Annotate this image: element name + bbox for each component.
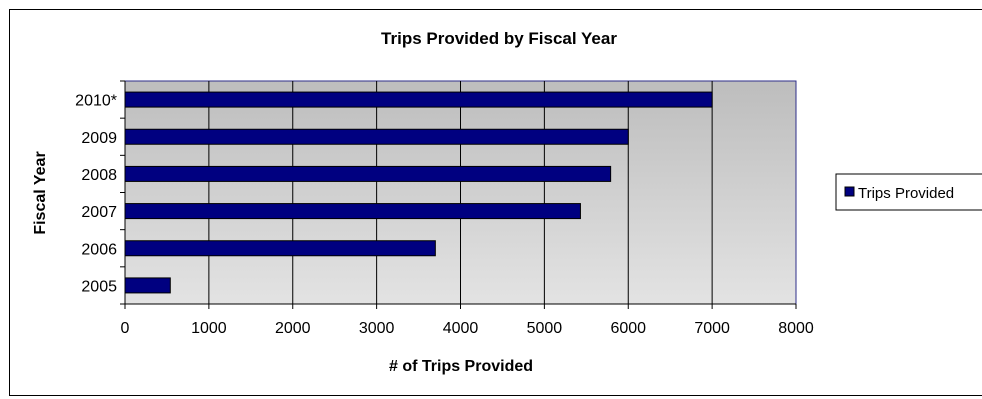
y-tick-label: 2009 (81, 130, 117, 147)
bar-2009 (124, 128, 629, 145)
y-tick-label: 2005 (81, 278, 117, 295)
x-tick-label: 5000 (527, 320, 563, 337)
x-tick-label: 6000 (610, 320, 646, 337)
x-tick-label: 4000 (443, 320, 479, 337)
gridlines (208, 81, 713, 304)
y-tick-label: 2006 (81, 241, 117, 258)
x-tick-label: 3000 (359, 320, 395, 337)
x-tick-label: 0 (121, 320, 130, 337)
legend-label: Trips Provided (858, 185, 954, 202)
x-axis-title: # of Trips Provided (389, 358, 533, 375)
bar-2010star (124, 91, 713, 108)
y-tick-label: 2007 (81, 204, 117, 221)
legend-box (835, 173, 982, 211)
bars (124, 91, 713, 294)
x-tick-label: 8000 (778, 320, 814, 337)
y-tick-label: 2008 (81, 167, 117, 184)
x-tick-label: 1000 (191, 320, 227, 337)
bar-2007 (124, 203, 581, 220)
bar-2006 (124, 240, 436, 257)
bar-2005 (124, 277, 171, 294)
bar-2008 (124, 165, 612, 182)
legend: Trips Provided (835, 173, 982, 211)
y-axis-title: Fiscal Year (32, 151, 49, 234)
legend-swatch (844, 186, 855, 197)
axes: 0 1000 2000 3000 4000 5000 6000 7000 8000 2005 200… (75, 80, 814, 337)
y-tick-label: 2010* (75, 93, 117, 110)
chart-title: Trips Provided by Fiscal Year (381, 29, 617, 48)
x-tick-label: 2000 (275, 320, 311, 337)
x-tick-label: 7000 (694, 320, 730, 337)
